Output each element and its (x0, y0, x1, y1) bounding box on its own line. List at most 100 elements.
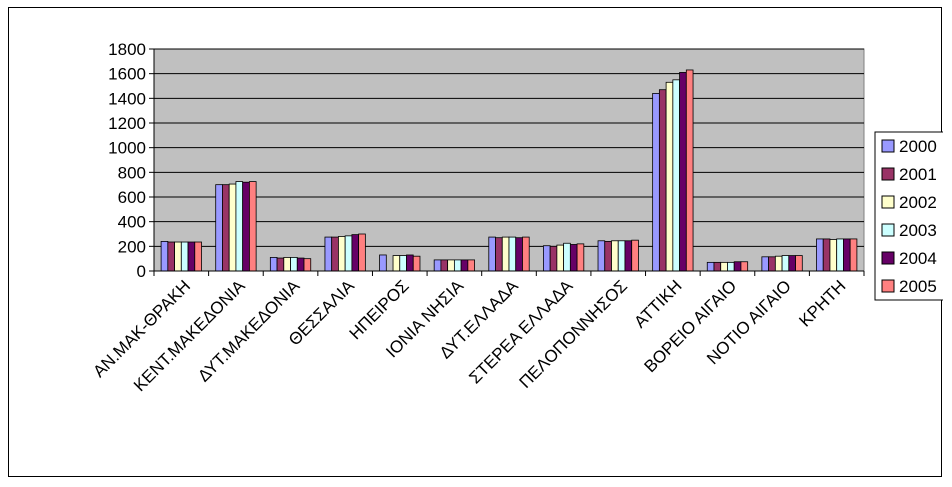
x-category-label: ΑΝ.ΜΑΚ-ΘΡΑΚΗ (89, 276, 194, 381)
bar-2002 (611, 240, 619, 272)
x-axis: ΑΝ.ΜΑΚ-ΘΡΑΚΗΚΕΝΤ.ΜΑΚΕΔΟΝΙΑΔΥΤ.ΜΑΚΕΔΟΝΙΑΘ… (89, 270, 865, 395)
bar-2002 (228, 183, 237, 272)
bar-2002 (829, 239, 838, 272)
bar-2004 (569, 244, 578, 272)
bar-2005 (248, 181, 257, 272)
bar-2001 (713, 261, 722, 272)
bar-2001 (604, 240, 612, 272)
bar-2005 (849, 238, 858, 272)
legend-label-2001: 2001 (899, 165, 937, 184)
gridlines (154, 48, 864, 247)
bar-2003 (836, 238, 844, 272)
x-category-label: ΔΥΤ.ΜΑΚΕΔΟΝΙΑ (194, 276, 304, 386)
x-category-label: ΒΟΡΕΙΟ ΑΙΓΑΙΟ (640, 276, 740, 376)
bar-2005 (685, 69, 694, 272)
y-tick-label: 1400 (108, 89, 146, 108)
bar-2005 (522, 236, 530, 272)
bar-2001 (222, 184, 230, 272)
bar-2000 (816, 238, 824, 272)
bar-2005 (194, 241, 202, 272)
bar-2000 (652, 93, 660, 272)
legend-swatch-2003 (881, 223, 895, 237)
legend-swatch-2001 (881, 167, 895, 181)
legend-swatch-2004 (881, 251, 895, 265)
y-tick-label: 1000 (108, 139, 146, 158)
bar-2001 (822, 238, 831, 272)
bar-2001 (658, 89, 667, 272)
bar-2003 (563, 242, 571, 272)
bar-2003 (781, 255, 790, 272)
bar-2001 (549, 245, 558, 272)
bar-2002 (501, 236, 510, 272)
plot-area (153, 48, 865, 272)
bar-2000 (761, 256, 770, 272)
bar-2003 (290, 257, 298, 272)
bar-2002 (338, 236, 346, 272)
legend-swatch-2000 (881, 139, 895, 153)
bar-chart: 0 200 400 600 800 1000 1200 1400 1600 1800 ΑΝ.ΜΑΚ… (89, 40, 943, 395)
bar-2004 (679, 72, 687, 272)
bar-2005 (467, 259, 475, 272)
bar-2005 (412, 255, 421, 272)
y-tick-label: 1800 (108, 40, 146, 59)
y-tick-label: 600 (118, 188, 146, 207)
legend-label-2004: 2004 (899, 249, 937, 268)
bar-2004 (624, 240, 633, 272)
y-tick-label: 400 (118, 213, 146, 232)
y-tick-label: 800 (118, 163, 146, 182)
bar-2002 (720, 261, 728, 272)
bar-2004 (460, 259, 469, 272)
bar-2001 (276, 257, 285, 272)
y-tick-label: 1600 (108, 65, 146, 84)
bar-2003 (508, 236, 517, 272)
bar-2000 (488, 236, 496, 272)
bar-2000 (706, 261, 715, 272)
bar-2005 (576, 243, 585, 272)
bar-2003 (617, 240, 626, 272)
legend-label-2005: 2005 (899, 277, 937, 296)
bar-2004 (843, 238, 851, 272)
bar-2003 (672, 79, 680, 272)
legend: 2000 2001 2002 2003 2004 2005 (874, 131, 943, 301)
bar-2004 (296, 257, 305, 272)
bar-2004 (351, 234, 360, 272)
x-category-label: ΑΤΤΙΚΗ (630, 276, 685, 331)
bar-2003 (453, 259, 462, 272)
legend-swatch-2005 (881, 279, 895, 293)
y-tick-label: 1200 (108, 114, 146, 133)
y-tick-label: 0 (137, 262, 146, 281)
bar-2001 (768, 256, 776, 272)
bar-2002 (665, 81, 674, 272)
bar-2002 (447, 259, 455, 272)
bar-2003 (344, 235, 353, 272)
bars (160, 69, 858, 272)
x-category-label: ΣΤΕΡΕΑ ΕΛΛΑΔΑ (465, 276, 577, 388)
bar-2004 (733, 261, 742, 272)
bar-2005 (358, 233, 366, 272)
bar-2004 (515, 237, 523, 272)
legend-label-2000: 2000 (899, 137, 937, 156)
bar-2000 (269, 257, 278, 272)
bar-2005 (740, 261, 749, 272)
bar-2003 (727, 261, 735, 272)
y-tick-label: 200 (118, 237, 146, 256)
bar-2000 (597, 240, 606, 272)
bar-2001 (331, 236, 339, 272)
legend-box (874, 131, 943, 301)
bar-2003 (235, 181, 244, 272)
bar-2001 (167, 241, 175, 272)
legend-label-2003: 2003 (899, 221, 937, 240)
legend-swatch-2002 (881, 195, 895, 209)
bar-2002 (392, 255, 401, 272)
bar-2005 (795, 255, 803, 272)
bar-2002 (174, 241, 182, 272)
x-category-label: ΚΡΗΤΗ (795, 276, 849, 330)
chart-frame: 0 200 400 600 800 1000 1200 1400 1600 1800 ΑΝ.ΜΑΚ… (8, 7, 943, 477)
legend-label-2002: 2002 (899, 193, 937, 212)
bar-2002 (774, 255, 783, 272)
bar-2003 (399, 255, 407, 272)
bar-2000 (215, 184, 223, 272)
bar-2001 (440, 259, 449, 272)
bar-2000 (433, 259, 442, 272)
bar-2000 (543, 245, 551, 272)
